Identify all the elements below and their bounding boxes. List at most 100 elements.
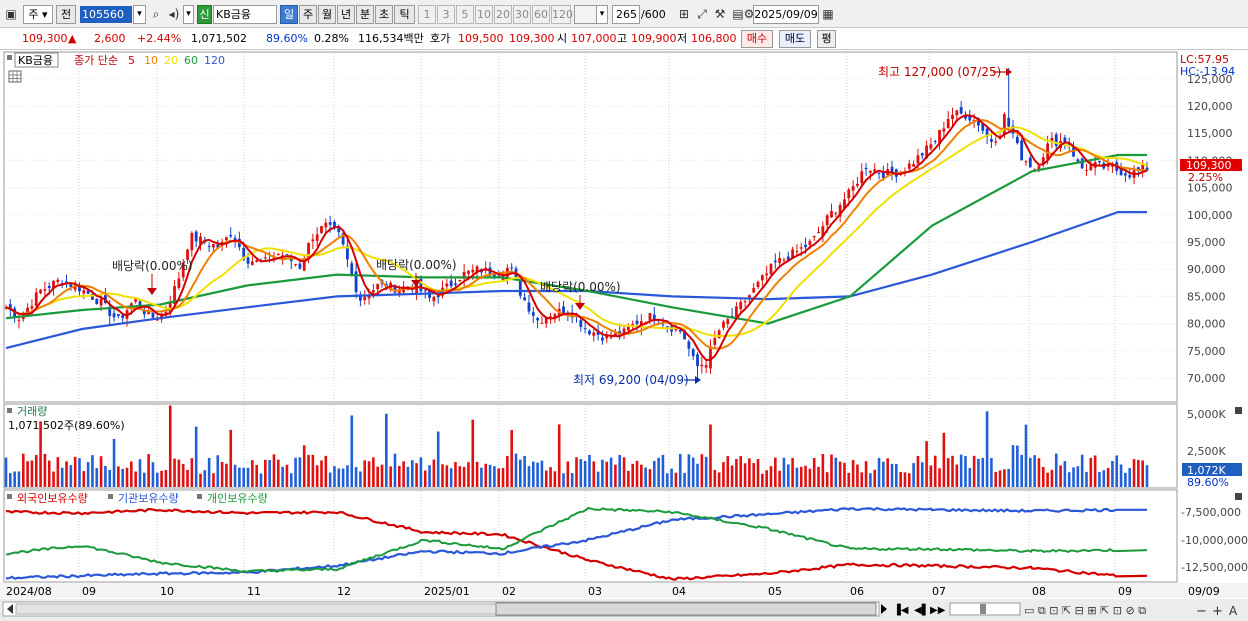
volume-bar [99, 456, 103, 487]
date-input[interactable]: 2025/09/09 [753, 5, 819, 24]
volume-bar [795, 467, 799, 487]
zoom-in-icon[interactable]: + [1212, 604, 1223, 619]
calendar-icon[interactable]: ▦ [822, 7, 834, 21]
fit-icon[interactable]: ⤢ [697, 7, 707, 21]
speaker-icon[interactable]: ◂) [168, 7, 180, 21]
price-pane[interactable] [3, 51, 1178, 403]
volume-bar [350, 415, 354, 487]
candle-body [916, 155, 920, 164]
interval-button-60[interactable]: 60 [532, 5, 550, 24]
scroll-prev-icon[interactable]: ◀▌ [914, 603, 929, 616]
volume-bar [1145, 465, 1149, 487]
interval-button-120[interactable]: 120 [551, 5, 573, 24]
volume-bar [134, 471, 137, 487]
period-button-tick[interactable]: 틱 [394, 5, 415, 24]
volume-bar [540, 460, 544, 487]
font-size-icon[interactable]: A [1229, 604, 1238, 618]
bar-count-input[interactable]: 265 [612, 5, 640, 24]
volume-bar [549, 467, 552, 487]
scroll-next-icon[interactable]: ▶▶ [930, 605, 946, 616]
period-button-day[interactable]: 일 [280, 5, 298, 24]
tools-icon[interactable]: ⚒ [714, 7, 726, 21]
eval-button[interactable]: 평 [817, 30, 836, 48]
volume-bar [674, 472, 678, 487]
zoom-out-icon[interactable]: − [1196, 604, 1207, 619]
stock-name-field[interactable]: KB금융 [213, 5, 277, 24]
scroll-right-icon[interactable] [881, 604, 887, 614]
grid-tools-icon[interactable]: ⊞ [678, 7, 690, 21]
volume-bar [428, 465, 431, 487]
interval-dropdown-icon[interactable]: ▾ [596, 5, 608, 24]
holders-tick-2: -10,000,000 [1181, 534, 1248, 547]
volume-bar [652, 460, 656, 487]
scroll-first-icon[interactable]: ▐◀ [893, 603, 909, 616]
speaker-dropdown-icon[interactable]: ▾ [183, 5, 194, 24]
volume-bar [484, 463, 488, 487]
volume-bar [536, 462, 539, 487]
candle-body [95, 298, 99, 305]
credit-badge: 신 [197, 5, 212, 24]
candle-body [1037, 165, 1041, 171]
current-pct-label: 2.25% [1188, 171, 1223, 184]
holders-pane-close-icon[interactable] [1235, 493, 1242, 500]
gear-icon[interactable]: ⚙ [743, 7, 755, 21]
volume-bar [782, 457, 786, 487]
interval-button-10[interactable]: 10 [475, 5, 493, 24]
candle-body [26, 307, 30, 314]
period-button-week[interactable]: 주 [299, 5, 317, 24]
volume-bar [1085, 471, 1088, 487]
volume-bar [112, 438, 116, 487]
legend-stock-name: KB금융 [18, 54, 53, 67]
x-label-0: 2024/08 [6, 585, 52, 598]
candle-body [449, 280, 453, 287]
volume-bar [445, 465, 449, 487]
volume-value: 1,071,502 [191, 32, 247, 45]
period-select[interactable]: 주 ▾ [23, 5, 53, 24]
volume-bar [856, 464, 859, 487]
volume-bar [181, 464, 185, 487]
volume-bar [752, 463, 756, 487]
volume-bar [147, 454, 150, 487]
candle-body [544, 317, 548, 324]
period-button-minute[interactable]: 분 [356, 5, 374, 24]
sell-button[interactable]: 매도 [779, 30, 811, 48]
interval-button-1[interactable]: 1 [418, 5, 436, 24]
x-label-10: 06 [850, 585, 864, 598]
prev-button[interactable]: 전 [56, 5, 76, 24]
buy-button[interactable]: 매수 [741, 30, 773, 48]
zoom-slider-handle[interactable] [980, 604, 986, 614]
stock-code-input[interactable]: 105560 [80, 6, 132, 23]
candle-body [1128, 175, 1132, 178]
scroll-left-icon[interactable] [7, 604, 13, 614]
volume-bar [506, 455, 509, 487]
chart-toolbar: ▣ 주 ▾ 전 105560 ▾ ⌕ ◂) ▾ 신 KB금융 일 주 월 년 분… [0, 0, 1248, 28]
legend-stock-box[interactable] [14, 52, 59, 68]
period-button-year[interactable]: 년 [337, 5, 355, 24]
code-dropdown-icon[interactable]: ▾ [133, 5, 146, 24]
volume-bar [1046, 472, 1049, 487]
chart-window-icon[interactable]: ▣ [5, 7, 17, 21]
volume-pane-close-icon[interactable] [1235, 407, 1242, 414]
candle-body [678, 329, 682, 332]
volume-bar [289, 473, 293, 487]
interval-button-5[interactable]: 5 [456, 5, 474, 24]
stock-chart[interactable]: 최고 127,000 (07/25) 최저 69,200 (04/09) 배당락… [0, 50, 1248, 621]
volume-bar [938, 468, 941, 487]
chart-tool-icons[interactable]: ▭ ⧉ ⊡ ⇱ ⊟ ⊞ ⇱ ⊡ ⊘ ⧉ [1024, 604, 1146, 617]
interval-button-20[interactable]: 20 [494, 5, 512, 24]
table-toggle-icon[interactable] [8, 70, 22, 83]
interval-button-3[interactable]: 3 [437, 5, 455, 24]
save-icon[interactable]: ▤ [732, 7, 744, 21]
period-button-second[interactable]: 초 [375, 5, 393, 24]
candle-body [735, 306, 738, 318]
volume-bar [700, 454, 704, 487]
search-icon[interactable]: ⌕ [152, 7, 160, 21]
volume-bar [886, 458, 889, 487]
volume-bar [553, 471, 557, 487]
scrollbar-thumb[interactable] [495, 602, 877, 616]
candle-body [285, 254, 289, 256]
candle-body [1067, 143, 1071, 146]
period-button-month[interactable]: 월 [318, 5, 336, 24]
institution-holdings-line [5, 506, 1147, 580]
interval-button-30[interactable]: 30 [513, 5, 531, 24]
